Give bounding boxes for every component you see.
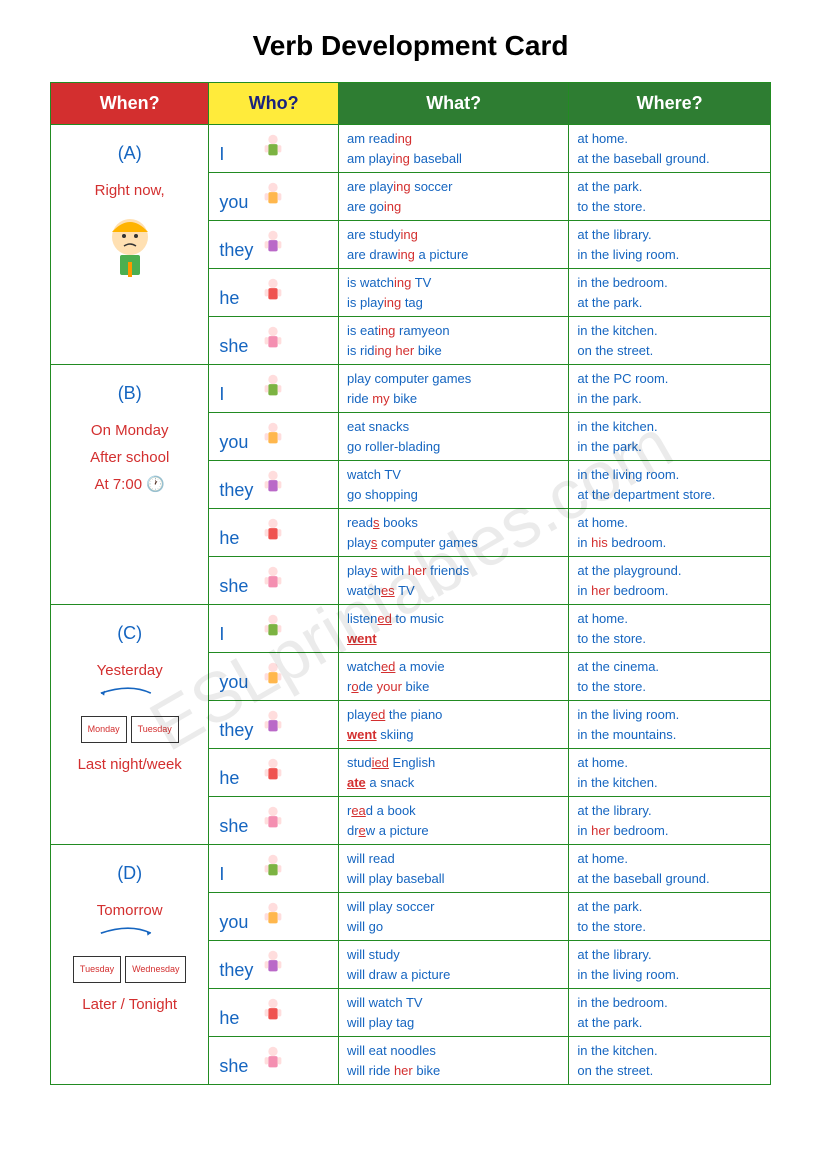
person-icon xyxy=(259,756,287,784)
header-when: When? xyxy=(51,83,209,125)
person-icon xyxy=(259,852,287,880)
what-cell: are studyingare drawing a picture xyxy=(338,221,568,269)
boy-face-icon xyxy=(100,212,160,282)
where-cell: at home.to the store. xyxy=(569,605,771,653)
who-cell: she xyxy=(209,1037,339,1085)
where-cell: in the bedroom.at the park. xyxy=(569,989,771,1037)
person-icon xyxy=(259,612,287,640)
person-icon xyxy=(259,804,287,832)
where-cell: at the cinema.to the store. xyxy=(569,653,771,701)
person-icon xyxy=(259,468,287,496)
person-icon xyxy=(259,564,287,592)
who-cell: he xyxy=(209,509,339,557)
header-what: What? xyxy=(338,83,568,125)
who-cell: I xyxy=(209,125,339,173)
who-cell: they xyxy=(209,461,339,509)
where-cell: in the living room.in the mountains. xyxy=(569,701,771,749)
who-cell: he xyxy=(209,989,339,1037)
person-icon xyxy=(259,516,287,544)
who-cell: she xyxy=(209,797,339,845)
person-icon xyxy=(259,900,287,928)
who-cell: you xyxy=(209,893,339,941)
what-cell: will watch TVwill play tag xyxy=(338,989,568,1037)
what-cell: are playing soccerare going xyxy=(338,173,568,221)
who-cell: she xyxy=(209,317,339,365)
who-cell: they xyxy=(209,941,339,989)
where-cell: in the kitchen.in the park. xyxy=(569,413,771,461)
arrow-icon xyxy=(80,924,180,954)
where-cell: at the park.to the store. xyxy=(569,173,771,221)
when-cell-1: (B)On MondayAfter schoolAt 7:00 🕐 xyxy=(51,365,209,605)
what-cell: play computer gamesride my bike xyxy=(338,365,568,413)
person-icon xyxy=(259,1044,287,1072)
person-icon xyxy=(259,420,287,448)
what-cell: am readingam playing baseball xyxy=(338,125,568,173)
who-cell: he xyxy=(209,749,339,797)
what-cell: reads booksplays computer games xyxy=(338,509,568,557)
where-cell: at the library.in the living room. xyxy=(569,941,771,989)
who-cell: I xyxy=(209,365,339,413)
where-cell: at home.at the baseball ground. xyxy=(569,125,771,173)
person-icon xyxy=(259,324,287,352)
where-cell: at the PC room.in the park. xyxy=(569,365,771,413)
verb-table: When? Who? What? Where? (A)Right now, I … xyxy=(50,82,771,1085)
what-cell: is watching TVis playing tag xyxy=(338,269,568,317)
person-icon xyxy=(259,948,287,976)
where-cell: at the library.in the living room. xyxy=(569,221,771,269)
what-cell: played the pianowent skiing xyxy=(338,701,568,749)
person-icon xyxy=(259,276,287,304)
what-cell: read a bookdrew a picture xyxy=(338,797,568,845)
where-cell: in the bedroom.at the park. xyxy=(569,269,771,317)
header-who: Who? xyxy=(209,83,339,125)
who-cell: she xyxy=(209,557,339,605)
page-title: Verb Development Card xyxy=(50,30,771,62)
when-cell-3: (D)Tomorrow TuesdayWednesdayLater / Toni… xyxy=(51,845,209,1085)
person-icon xyxy=(259,372,287,400)
who-cell: they xyxy=(209,221,339,269)
who-cell: you xyxy=(209,653,339,701)
what-cell: plays with her friendswatches TV xyxy=(338,557,568,605)
where-cell: in the kitchen.on the street. xyxy=(569,317,771,365)
where-cell: at the park.to the store. xyxy=(569,893,771,941)
what-cell: will studywill draw a picture xyxy=(338,941,568,989)
what-cell: eat snacksgo roller-blading xyxy=(338,413,568,461)
arrow-icon xyxy=(80,684,180,714)
where-cell: in the kitchen.on the street. xyxy=(569,1037,771,1085)
when-cell-0: (A)Right now, xyxy=(51,125,209,365)
who-cell: I xyxy=(209,605,339,653)
who-cell: he xyxy=(209,269,339,317)
where-cell: at home.at the baseball ground. xyxy=(569,845,771,893)
where-cell: at home.in the kitchen. xyxy=(569,749,771,797)
person-icon xyxy=(259,708,287,736)
what-cell: will readwill play baseball xyxy=(338,845,568,893)
where-cell: in the living room.at the department sto… xyxy=(569,461,771,509)
what-cell: will play soccerwill go xyxy=(338,893,568,941)
person-icon xyxy=(259,132,287,160)
person-icon xyxy=(259,996,287,1024)
what-cell: watch TVgo shopping xyxy=(338,461,568,509)
person-icon xyxy=(259,660,287,688)
where-cell: at home.in his bedroom. xyxy=(569,509,771,557)
person-icon xyxy=(259,228,287,256)
what-cell: will eat noodleswill ride her bike xyxy=(338,1037,568,1085)
when-cell-2: (C)Yesterday MondayTuesdayLast night/wee… xyxy=(51,605,209,845)
what-cell: watched a movierode your bike xyxy=(338,653,568,701)
who-cell: they xyxy=(209,701,339,749)
who-cell: you xyxy=(209,173,339,221)
what-cell: listened to musicwent xyxy=(338,605,568,653)
what-cell: is eating ramyeonis riding her bike xyxy=(338,317,568,365)
who-cell: I xyxy=(209,845,339,893)
person-icon xyxy=(259,180,287,208)
header-where: Where? xyxy=(569,83,771,125)
what-cell: studied Englishate a snack xyxy=(338,749,568,797)
where-cell: at the playground.in her bedroom. xyxy=(569,557,771,605)
who-cell: you xyxy=(209,413,339,461)
where-cell: at the library.in her bedroom. xyxy=(569,797,771,845)
